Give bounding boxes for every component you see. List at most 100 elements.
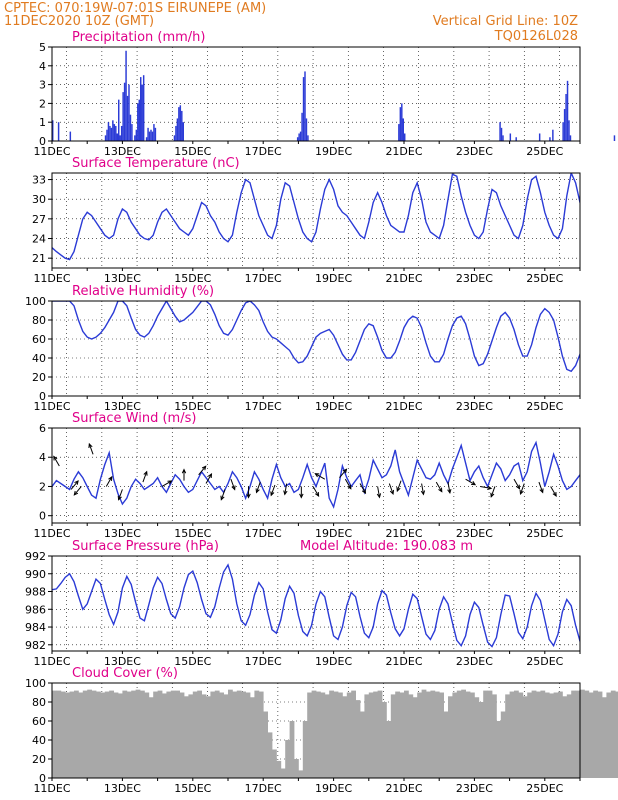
wind-arrow	[388, 483, 394, 495]
wind-arrow-head	[552, 491, 557, 498]
cloud-cover-bar	[280, 768, 286, 778]
cloud-cover-bar	[153, 691, 158, 778]
rh-xtick-label: 11DEC	[33, 400, 70, 413]
cloud-cover-bar	[267, 732, 273, 778]
precip-bar	[179, 105, 182, 141]
precip-bar	[499, 122, 501, 141]
cloud-cover-bar	[78, 692, 84, 778]
wind-arrow-head	[361, 489, 367, 495]
precip-xtick-label: 21DEC	[385, 145, 422, 158]
cloud-cover-bar	[571, 690, 576, 778]
wind-arrow-head	[447, 488, 452, 495]
precip-bar	[141, 84, 143, 141]
cloud-cover-bar	[74, 690, 79, 778]
wind-arrow-head	[73, 490, 79, 496]
precip-bar	[502, 135, 504, 141]
cloud-title: Cloud Cover (%)	[72, 666, 178, 681]
wind-arrow	[256, 481, 261, 493]
cloud-cover-bar	[276, 760, 282, 778]
precip-bar	[116, 133, 118, 141]
wind-arrow	[359, 483, 366, 494]
rh-xtick-label: 25DEC	[526, 400, 563, 413]
precip-bar	[110, 127, 113, 141]
cloud-cover-bar	[421, 689, 427, 778]
cloud-cover-bar	[100, 692, 106, 778]
cloud-cover-bar	[514, 690, 519, 778]
cloud-cover-bar	[329, 690, 334, 778]
temp-xtick-label: 13DEC	[104, 272, 141, 285]
cloud-cover-bar	[351, 690, 356, 778]
cloud-cover-bar	[487, 690, 493, 778]
precip-bar	[123, 82, 126, 141]
cloud-cover-bar	[245, 692, 251, 778]
wind-arrow-head	[315, 491, 320, 498]
cloud-cover-bar	[593, 690, 598, 778]
wind-xtick-label: 11DEC	[33, 527, 70, 540]
cloud-cover-bar	[610, 690, 616, 778]
precip-bar	[131, 124, 133, 141]
wind-arrow-head	[314, 473, 320, 478]
wind-ytick-label: 0	[39, 510, 46, 523]
cloud-cover-bar	[157, 690, 163, 778]
precip-title: Precipitation (mm/h)	[72, 30, 205, 45]
precip-bar	[112, 120, 114, 141]
cloud-xtick-label: 19DEC	[315, 782, 352, 795]
cloud-cover-bar	[364, 694, 370, 778]
temp-frame	[51, 172, 581, 269]
cloud-cover-bar	[338, 692, 343, 778]
cloud-cover-bar	[566, 694, 572, 778]
precip-xtick-label: 23DEC	[456, 145, 493, 158]
rh-xtick-label: 21DEC	[385, 400, 422, 413]
rh-ytick-label: 60	[32, 333, 46, 346]
cloud-cover-bar	[540, 690, 546, 778]
rh-xtick-label: 23DEC	[456, 400, 493, 413]
precip-bar	[104, 135, 107, 141]
cloud-cover-bar	[162, 693, 167, 778]
cloud-cover-bar	[602, 697, 607, 778]
precip-bar	[500, 127, 503, 141]
wind-arrow-head	[255, 488, 260, 494]
precip-ytick-label: 5	[39, 41, 46, 54]
cloud-cover-bar	[558, 691, 563, 778]
cloud-cover-bar	[377, 690, 383, 778]
precip-bar	[69, 131, 72, 141]
precip-xtick-label: 15DEC	[174, 145, 211, 158]
cloud-cover-bar	[597, 691, 603, 778]
wind-arrow-head	[420, 490, 426, 496]
header-station: CPTEC: 070:19W-07:01S EIRUNEPE (AM)	[4, 1, 266, 16]
wind-xtick-label: 21DEC	[385, 527, 422, 540]
temp-line	[52, 173, 580, 261]
precip-bar	[613, 135, 616, 141]
cloud-cover-bar	[373, 691, 378, 778]
cloud-cover-bar	[170, 690, 176, 778]
temp-xtick-label: 15DEC	[174, 272, 211, 285]
rh-xtick-label: 17DEC	[245, 400, 282, 413]
cloud-cover-bar	[140, 690, 145, 778]
cloud-ytick-label: 80	[32, 696, 46, 709]
precip-bar	[126, 95, 129, 141]
cloud-cover-bar	[474, 697, 480, 778]
cloud-xtick-label: 13DEC	[104, 782, 141, 795]
precip-bar	[398, 124, 400, 141]
precip-bar	[113, 124, 116, 141]
pressure-ytick-label: 992	[25, 550, 46, 563]
cloud-cover-bar	[60, 691, 66, 778]
pressure-xtick-label: 25DEC	[526, 655, 563, 668]
cloud-cover-bar	[56, 690, 62, 778]
cloud-cover-bar	[426, 691, 431, 778]
precip-xtick-label: 19DEC	[315, 145, 352, 158]
wind-arrow-head	[220, 495, 225, 501]
precip-bar	[57, 122, 60, 141]
cloud-cover-panel: Cloud Cover (%) 0 20 40 60 80 100 11DEC 13DEC 15D…	[25, 666, 618, 795]
wind-arrow	[344, 478, 352, 489]
cloud-cover-bar	[527, 692, 532, 778]
precip-xtick-label: 17DEC	[245, 145, 282, 158]
precip-bar	[173, 135, 176, 141]
temp-xtick-label: 23DEC	[456, 272, 493, 285]
cloud-cover-bar	[443, 711, 449, 778]
cloud-cover-bar	[412, 697, 418, 778]
wind-xtick-label: 19DEC	[315, 527, 352, 540]
precip-bar	[562, 122, 564, 141]
precip-bar	[135, 129, 138, 141]
cloud-cover-bar	[289, 721, 295, 778]
